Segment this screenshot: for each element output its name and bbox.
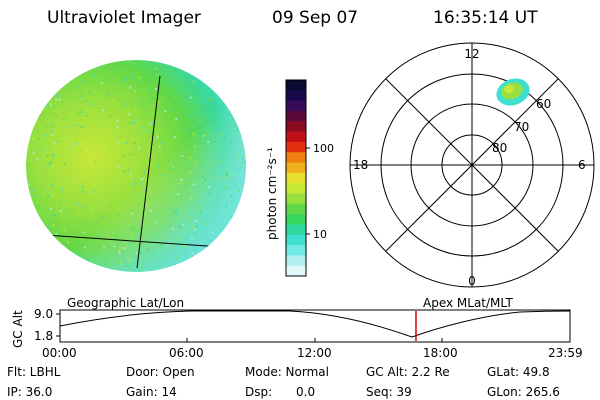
colorbar-segment xyxy=(286,110,306,122)
parallel-line xyxy=(29,233,223,248)
colorbar-segment xyxy=(286,234,306,246)
colorbar-label: photon cm⁻²s⁻¹ xyxy=(265,147,279,240)
colorbar xyxy=(286,80,306,277)
mode-readout: Mode: Normal xyxy=(245,365,329,379)
timeline-xtick-2359: 23:59 xyxy=(548,346,583,360)
header-date: 09 Sep 07 xyxy=(272,8,359,28)
seq-readout: Seq: 39 xyxy=(366,385,412,399)
filter-readout: Flt: LBHL xyxy=(7,365,61,379)
ip-readout: IP: 36.0 xyxy=(7,385,53,399)
gc-alt-readout: GC Alt: 2.2 Re xyxy=(366,365,450,379)
colorbar-segment xyxy=(286,80,306,91)
lat-label-80: 80 xyxy=(492,141,507,155)
mlt-label-18: 18 xyxy=(353,158,368,172)
colorbar-segment xyxy=(286,183,306,194)
auroral-oval-blob xyxy=(496,78,530,106)
mlt-label-0: 0 xyxy=(468,274,476,288)
glon-readout: GLon: 265.6 xyxy=(487,385,560,399)
colorbar-segment xyxy=(286,141,306,153)
colorbar-segment xyxy=(286,203,306,215)
colorbar-segment xyxy=(286,152,306,164)
colorbar-segment xyxy=(286,265,306,277)
colorbar-segment xyxy=(286,100,306,112)
timeline-yaxis-label: GC Alt xyxy=(11,310,25,348)
timeline-xtick-1800: 18:00 xyxy=(423,346,458,360)
dsp-label: Dsp: xyxy=(245,385,273,399)
colorbar-segment xyxy=(286,172,306,184)
timeline-ytick-1.8: 1.8 xyxy=(34,329,53,343)
polar-plot xyxy=(349,42,595,288)
door-readout: Door: Open xyxy=(126,365,195,379)
altitude-timeline xyxy=(56,309,571,343)
mlt-label-6: 6 xyxy=(578,158,586,172)
colorbar-segment xyxy=(286,162,306,174)
glat-readout: GLat: 49.8 xyxy=(487,365,550,379)
timeline-xtick-1200: 12:00 xyxy=(297,346,332,360)
colorbar-segment xyxy=(286,245,306,256)
app-title: Ultraviolet Imager xyxy=(47,8,201,28)
uv-disk-image xyxy=(26,60,246,272)
timeline-xtick-0600: 06:00 xyxy=(169,346,204,360)
header-time: 16:35:14 UT xyxy=(433,8,538,28)
timeline-right-label: Apex MLat/MLT xyxy=(423,296,513,310)
lat-label-60: 60 xyxy=(536,97,551,111)
colorbar-segment xyxy=(286,90,306,102)
timeline-ytick-9: 9.0 xyxy=(34,307,53,321)
lat-label-70: 70 xyxy=(514,120,529,134)
mlt-label-12: 12 xyxy=(464,47,479,61)
dsp-value: 0.0 xyxy=(296,385,316,399)
colorbar-tick-10: 10 xyxy=(313,228,327,241)
colorbar-segment xyxy=(286,255,306,267)
timeline-left-label: Geographic Lat/Lon xyxy=(67,296,184,310)
colorbar-segment xyxy=(286,121,306,133)
colorbar-segment xyxy=(286,193,306,205)
gain-readout: Gain: 14 xyxy=(126,385,177,399)
colorbar-segment xyxy=(286,214,306,225)
meridian-line xyxy=(136,75,161,269)
colorbar-segment xyxy=(286,131,306,143)
timeline-xtick-0000: 00:00 xyxy=(42,346,77,360)
colorbar-segment xyxy=(286,224,306,236)
colorbar-tick-100: 100 xyxy=(313,142,334,155)
